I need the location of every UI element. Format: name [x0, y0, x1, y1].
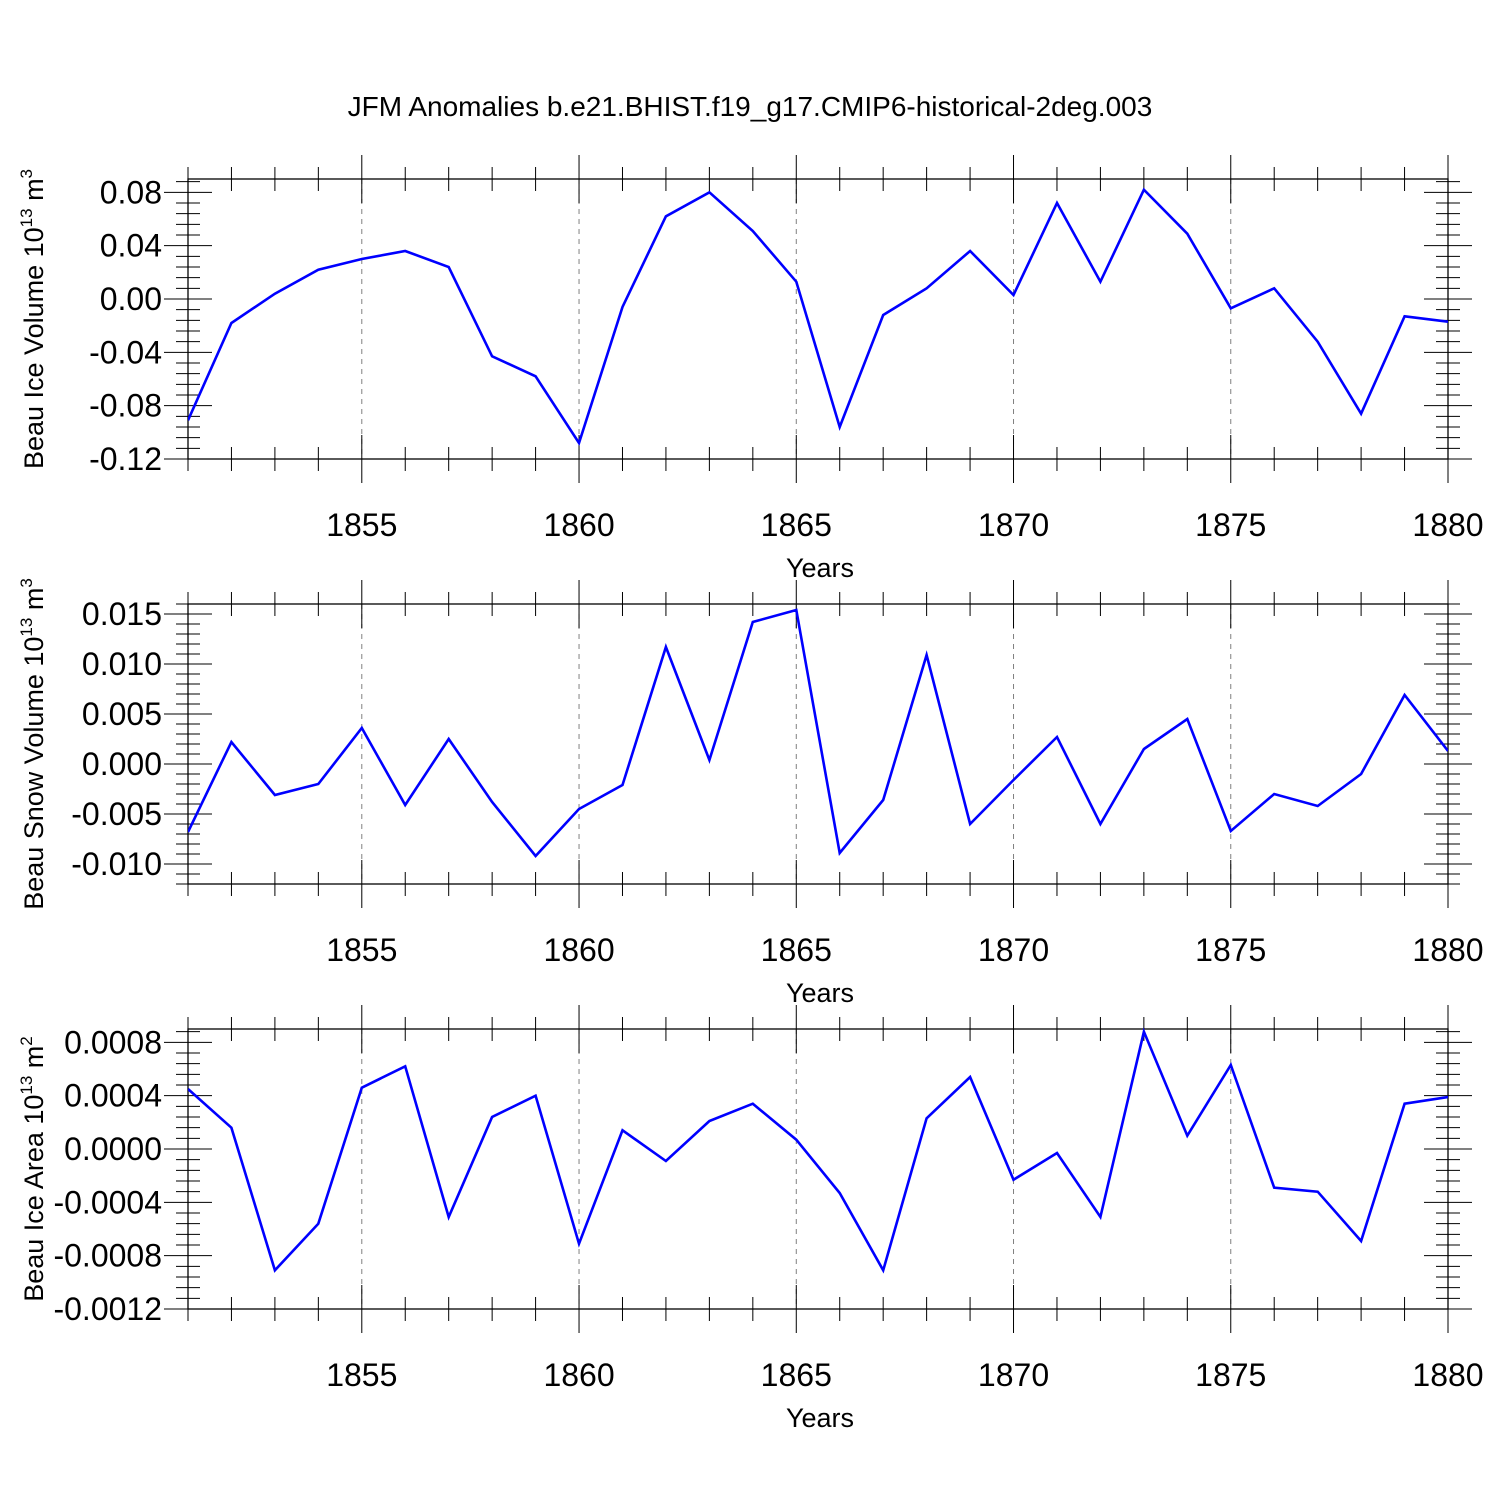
- y-tick-label: 0.0004: [64, 1078, 162, 1114]
- y-tick-label: 0.00: [100, 281, 162, 317]
- x-tick-label: 1860: [543, 1357, 614, 1393]
- plot-frame: [187, 1028, 1449, 1310]
- x-tick-label: 1855: [326, 507, 397, 543]
- series-line: [188, 1027, 1448, 1274]
- x-tick-label: 1865: [761, 1357, 832, 1393]
- x-tick-label: 1875: [1195, 932, 1266, 968]
- chart-panels: 1855 1860 1865 1870 1875 1880 -0.12 -0.08 -0.04 0…: [17, 155, 1484, 1433]
- y-axis-title: Beau Ice Area 1013 m2: [17, 1036, 49, 1302]
- x-axis-title: Years: [786, 978, 854, 1008]
- y-tick-label: -0.0012: [53, 1291, 162, 1327]
- y-axis-title: Beau Ice Volume 1013 m3: [17, 169, 49, 469]
- y-tick-label: 0.08: [100, 174, 162, 210]
- y-tick-label: 0.0000: [64, 1131, 162, 1167]
- x-tick-label: 1865: [761, 507, 832, 543]
- x-tick-label: 1880: [1412, 1357, 1483, 1393]
- plot-frame: [187, 603, 1449, 885]
- x-tick-label: 1870: [978, 932, 1049, 968]
- y-tick-label: 0.04: [100, 228, 162, 264]
- panel-2: 1855 1860 1865 1870 1875 1880 -0.010 -0.005 0.00…: [17, 578, 1484, 1008]
- x-tick-label: 1870: [978, 507, 1049, 543]
- x-tick-label: 1855: [326, 1357, 397, 1393]
- y-tick-label: -0.010: [71, 846, 162, 882]
- series-line: [188, 608, 1448, 858]
- y-tick-label: -0.08: [89, 388, 162, 424]
- y-axis-title: Beau Snow Volume 1013 m3: [17, 578, 49, 910]
- x-tick-label: 1880: [1412, 932, 1483, 968]
- y-tick-label: 0.000: [82, 746, 162, 782]
- x-tick-label: 1870: [978, 1357, 1049, 1393]
- y-tick-label: -0.04: [89, 334, 162, 370]
- x-tick-label: 1865: [761, 932, 832, 968]
- x-tick-label: 1880: [1412, 507, 1483, 543]
- y-tick-label: -0.0008: [53, 1238, 162, 1274]
- panel-3: 1855 1860 1865 1870 1875 1880 -0.0012 -0.0008 -0…: [17, 1005, 1484, 1433]
- x-axis-title: Years: [786, 1403, 854, 1433]
- x-tick-label: 1875: [1195, 1357, 1266, 1393]
- y-tick-label: -0.005: [71, 796, 162, 832]
- y-tick-label: 0.0008: [64, 1024, 162, 1060]
- y-tick-label: 0.015: [82, 596, 162, 632]
- y-tick-label: 0.010: [82, 646, 162, 682]
- panel-1: 1855 1860 1865 1870 1875 1880 -0.12 -0.08 -0.04 0…: [17, 155, 1484, 583]
- x-tick-label: 1875: [1195, 507, 1266, 543]
- x-axis-title: Years: [786, 553, 854, 583]
- x-tick-label: 1855: [326, 932, 397, 968]
- y-tick-label: 0.005: [82, 696, 162, 732]
- plot-frame: [187, 178, 1449, 460]
- y-tick-label: -0.0004: [53, 1184, 162, 1220]
- y-tick-label: -0.12: [89, 441, 162, 477]
- series-line: [188, 187, 1448, 447]
- x-tick-label: 1860: [543, 932, 614, 968]
- chart-title: JFM Anomalies b.e21.BHIST.f19_g17.CMIP6-…: [348, 91, 1153, 122]
- x-tick-label: 1860: [543, 507, 614, 543]
